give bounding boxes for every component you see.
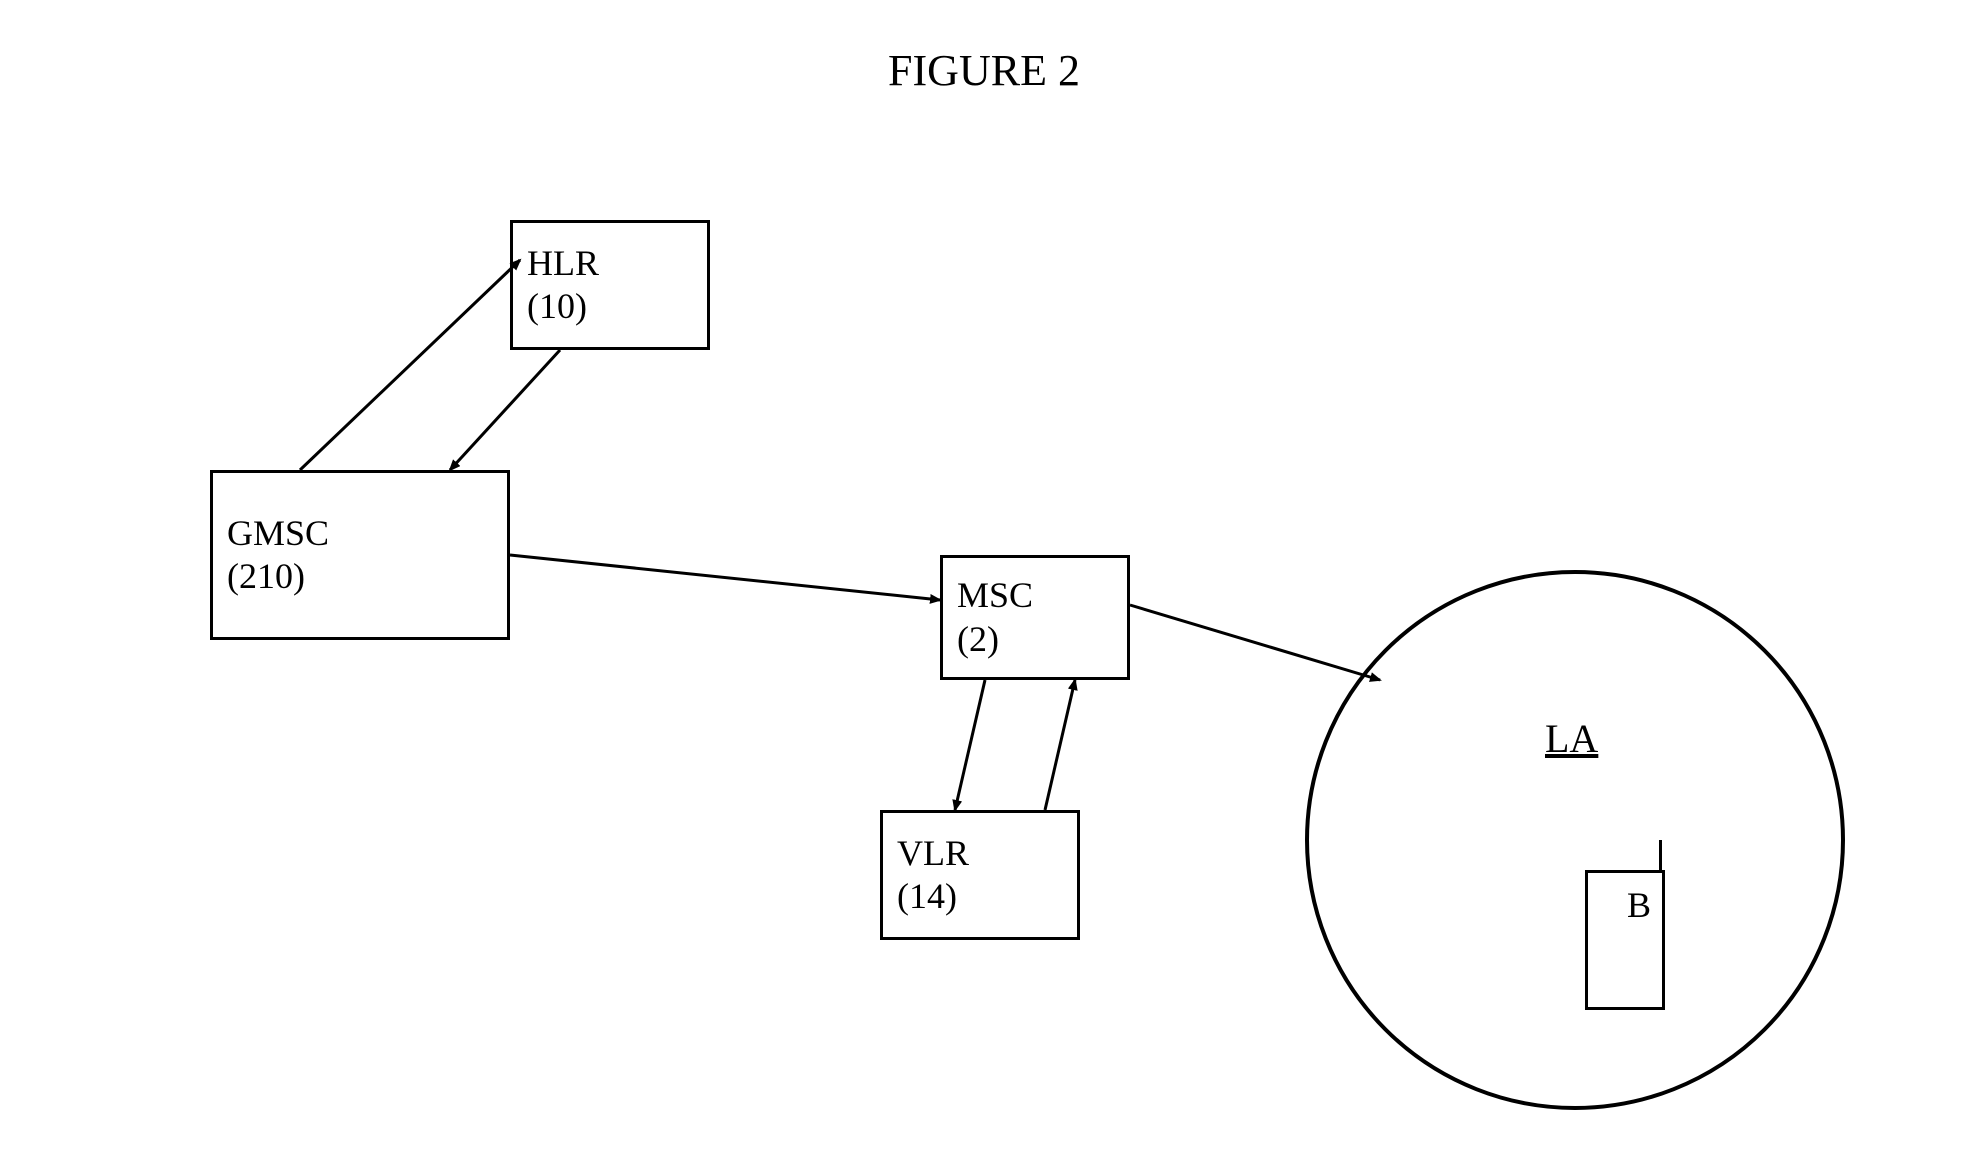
node-msc: MSC (2)	[940, 555, 1130, 680]
phone-body-icon	[1585, 870, 1665, 1010]
phone-antenna-icon	[1659, 840, 1662, 870]
node-gmsc-label-2: (210)	[227, 555, 305, 598]
node-gmsc-label-1: GMSC	[227, 512, 329, 555]
node-vlr-label-1: VLR	[897, 832, 969, 875]
location-area-label: LA	[1545, 715, 1598, 762]
edge-gmsc-to-hlr	[300, 260, 520, 470]
diagram-stage: FIGURE 2 HLR (10) GMSC (210) MSC (2) VLR…	[0, 0, 1968, 1173]
node-hlr: HLR (10)	[510, 220, 710, 350]
node-vlr: VLR (14)	[880, 810, 1080, 940]
phone-label: B	[1627, 884, 1651, 926]
node-hlr-label-1: HLR	[527, 242, 599, 285]
edge-hlr-to-gmsc	[450, 350, 560, 470]
edge-msc-to-la	[1130, 605, 1380, 680]
node-hlr-label-2: (10)	[527, 285, 587, 328]
node-msc-label-2: (2)	[957, 618, 999, 661]
node-vlr-label-2: (14)	[897, 875, 957, 918]
edge-gmsc-to-msc	[510, 555, 940, 600]
node-msc-label-1: MSC	[957, 574, 1033, 617]
edge-vlr-to-msc	[1045, 680, 1075, 810]
figure-title: FIGURE 2	[0, 45, 1968, 96]
edge-msc-to-vlr	[955, 680, 985, 810]
node-gmsc: GMSC (210)	[210, 470, 510, 640]
location-area-circle	[1305, 570, 1845, 1110]
mobile-station-b: B	[1585, 870, 1675, 1040]
